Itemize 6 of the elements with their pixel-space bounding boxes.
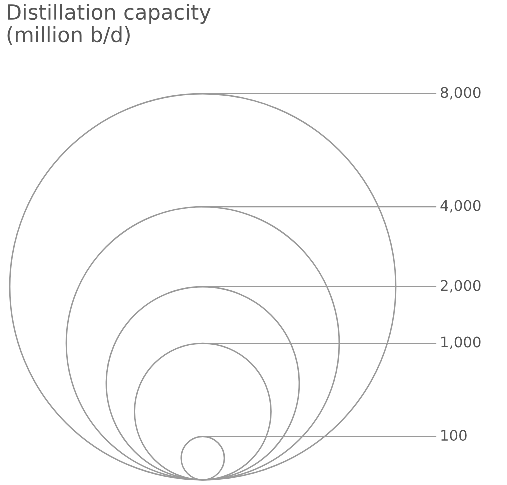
data-label: 4,000 <box>440 200 481 213</box>
text: Distillation capacity (million b/d) <box>8 4 211 46</box>
data-label: 100 <box>442 430 467 442</box>
data-label: 8,000 <box>440 87 481 100</box>
data-label: 2,000 <box>441 280 481 293</box>
data-label: 1,000 <box>442 336 481 350</box>
